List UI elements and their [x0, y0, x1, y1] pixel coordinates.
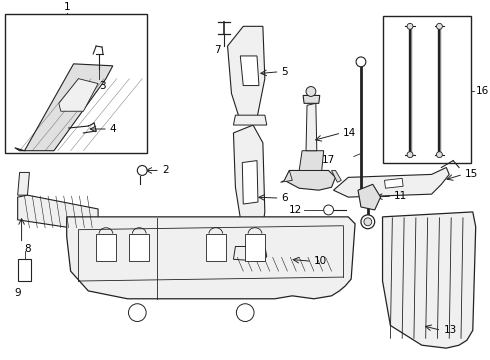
Polygon shape: [59, 78, 98, 111]
Text: 1: 1: [63, 1, 70, 12]
Polygon shape: [385, 178, 403, 188]
Text: 12: 12: [289, 205, 302, 215]
Circle shape: [364, 218, 372, 226]
Text: 16: 16: [476, 86, 489, 96]
Bar: [5, 14, 147, 153]
Text: 10: 10: [314, 256, 327, 266]
Circle shape: [361, 215, 375, 229]
Polygon shape: [233, 247, 267, 261]
Circle shape: [437, 23, 442, 29]
Polygon shape: [240, 56, 259, 86]
Text: 6: 6: [282, 193, 288, 203]
Circle shape: [437, 152, 442, 158]
Polygon shape: [233, 125, 265, 249]
Polygon shape: [299, 151, 324, 170]
Circle shape: [407, 152, 413, 158]
Text: 8: 8: [24, 244, 31, 255]
Text: 4: 4: [110, 124, 117, 134]
Polygon shape: [18, 195, 98, 230]
Polygon shape: [281, 170, 293, 182]
Polygon shape: [18, 172, 29, 195]
Circle shape: [324, 205, 334, 215]
Bar: [18, 259, 31, 281]
Polygon shape: [358, 184, 381, 210]
Circle shape: [236, 304, 254, 321]
Polygon shape: [334, 167, 449, 197]
Polygon shape: [242, 161, 258, 204]
Circle shape: [356, 57, 366, 67]
Polygon shape: [227, 26, 265, 118]
Polygon shape: [15, 64, 113, 151]
Text: 15: 15: [465, 170, 478, 179]
Text: 2: 2: [162, 166, 169, 175]
Polygon shape: [303, 95, 320, 103]
Text: 9: 9: [14, 288, 21, 298]
Polygon shape: [285, 170, 336, 190]
Circle shape: [407, 23, 413, 29]
Text: 11: 11: [394, 191, 408, 201]
Polygon shape: [383, 212, 476, 348]
Text: 14: 14: [343, 128, 357, 138]
Polygon shape: [306, 103, 317, 151]
Bar: [129, 234, 149, 261]
Circle shape: [128, 304, 146, 321]
Text: 17: 17: [322, 154, 336, 165]
Polygon shape: [332, 170, 342, 182]
Circle shape: [137, 166, 147, 175]
Text: 3: 3: [98, 81, 105, 91]
Circle shape: [306, 86, 316, 96]
Polygon shape: [67, 217, 355, 299]
Polygon shape: [231, 256, 336, 273]
Bar: [383, 17, 471, 163]
Bar: [245, 234, 265, 261]
Bar: [96, 234, 116, 261]
Polygon shape: [233, 115, 267, 125]
Text: 7: 7: [215, 45, 221, 55]
Text: 13: 13: [443, 325, 457, 336]
Bar: [206, 234, 225, 261]
Text: 5: 5: [282, 67, 288, 77]
